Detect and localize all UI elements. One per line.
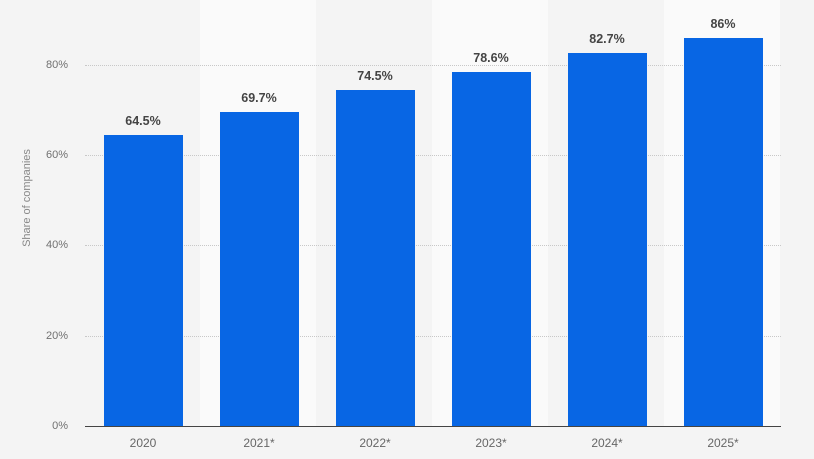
y-tick: 80% [45,59,68,71]
y-tick: 20% [45,330,68,342]
x-tick: 2022* [359,436,391,450]
y-tick: 40% [45,239,68,251]
bar-value-label: 64.5% [125,114,161,129]
gridline-40 [85,245,781,246]
bar[interactable] [103,135,183,426]
x-tick: 2023* [475,436,507,450]
gridline-80 [85,65,781,66]
x-tick: 2025* [707,436,739,450]
bar[interactable] [335,90,415,426]
x-tick: 2020 [129,436,157,450]
bar-value-label: 78.6% [473,50,509,65]
bar-value-label: 86% [710,17,736,32]
x-tick: 2021* [243,436,275,450]
bar[interactable] [451,71,531,426]
bar[interactable] [567,53,647,426]
bar[interactable] [219,111,299,426]
bar[interactable] [683,38,763,426]
gridline-60 [85,155,781,156]
bar-value-label: 82.7% [589,32,625,47]
bar-value-label: 69.7% [241,90,277,105]
y-axis-label: Share of companies [21,149,33,247]
x-tick: 2024* [591,436,623,450]
x-axis-line [85,426,781,427]
y-tick: 0% [52,420,68,432]
y-tick: 60% [45,149,68,161]
gridline-20 [85,336,781,337]
bar-value-label: 74.5% [357,69,393,83]
